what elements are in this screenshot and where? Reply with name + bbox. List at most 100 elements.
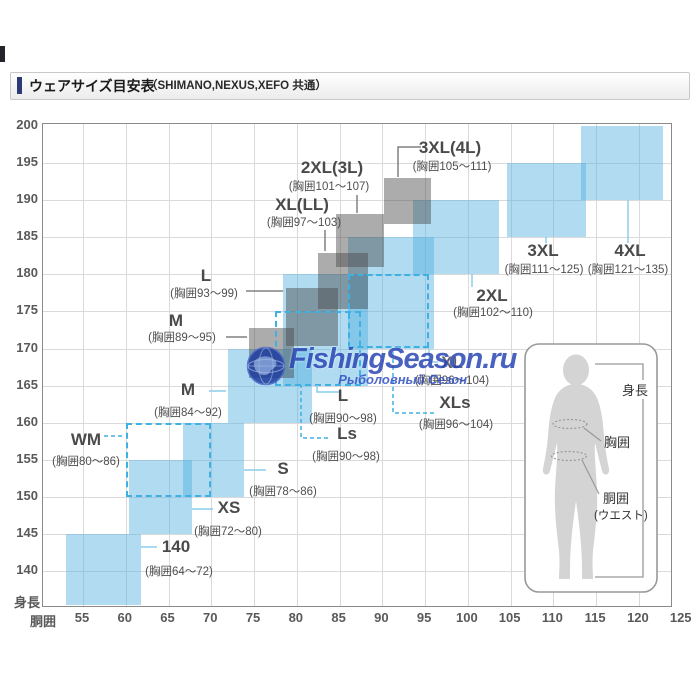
size-region-3XL(4L)	[384, 177, 432, 224]
x-tick-70: 70	[203, 610, 218, 625]
size-label-3XL: 3XL	[527, 241, 559, 260]
size-chest-range-4XL: (胸囲121～135)	[587, 264, 669, 276]
size-chest-range-M: (胸囲89～95)	[148, 332, 216, 344]
gridline-v-105	[510, 124, 512, 606]
size-label-2XL: 2XL	[476, 286, 508, 305]
size-label-S: S	[277, 459, 289, 478]
size-region-WM	[125, 422, 212, 497]
gridline-h-150	[43, 496, 671, 498]
header-bar: ウェアサイズ目安表 （SHIMANO,NEXUS,XEFO 共通）	[10, 72, 690, 100]
legend-height-label: 身長	[622, 383, 648, 398]
size-region-2XL(3L)	[336, 214, 385, 267]
x-tick-110: 110	[541, 610, 563, 625]
x-tick-100: 100	[456, 610, 478, 625]
legend-waist-sub-label: (ウエスト)	[594, 509, 648, 522]
x-tick-90: 90	[374, 610, 389, 625]
y-tick-150: 150	[16, 487, 38, 503]
size-label-L: L	[337, 386, 349, 405]
size-chest-range-XS: (胸囲72～80)	[194, 526, 262, 538]
size-label-140: 140	[161, 537, 191, 556]
size-chest-range-XL(LL): (胸囲97～103)	[266, 217, 342, 229]
measurement-legend-box: 身長 胸囲 胴囲 (ウエスト)	[524, 343, 658, 593]
size-region-3XL	[507, 163, 586, 238]
gridline-h-195	[43, 163, 671, 165]
size-region-4XL	[580, 126, 663, 201]
size-label-M: M	[168, 311, 184, 330]
size-label-3XL(4L): 3XL(4L)	[418, 138, 482, 157]
x-tick-65: 65	[160, 610, 175, 625]
x-axis-title: 胴囲	[30, 614, 57, 629]
x-tick-95: 95	[416, 610, 432, 625]
y-tick-140: 140	[16, 562, 38, 578]
gridline-h-170	[43, 348, 671, 350]
legend-waist-label: 胴囲	[603, 491, 629, 506]
size-chest-range-2XL(3L): (胸囲101～107)	[288, 181, 370, 193]
gridline-v-80	[296, 124, 298, 606]
size-region-XL(LL)	[318, 252, 368, 310]
gridline-h-155	[43, 459, 671, 461]
size-label-Ls: Ls	[337, 424, 357, 443]
x-tick-125: 125	[669, 610, 692, 625]
size-label-L: L	[200, 266, 212, 285]
gridline-v-65	[168, 124, 170, 606]
size-chest-range-S: (胸囲78～86)	[249, 486, 317, 498]
chest-leader-line	[583, 427, 602, 442]
size-chest-range-3XL(4L): (胸囲105～111)	[412, 161, 492, 173]
height-bracket	[595, 363, 644, 578]
size-region-L	[285, 287, 338, 347]
y-tick-190: 190	[16, 191, 38, 207]
gridline-v-100	[467, 124, 469, 606]
size-label-WM: WM	[70, 430, 102, 449]
y-tick-165: 165	[16, 376, 38, 392]
size-chest-range-L: (胸囲93～99)	[170, 288, 238, 300]
y-tick-175: 175	[16, 302, 38, 318]
size-region-2XL	[413, 200, 499, 275]
x-tick-120: 120	[627, 610, 649, 625]
x-tick-75: 75	[245, 610, 261, 625]
gridline-v-70	[211, 124, 213, 606]
height-label-chip	[619, 380, 651, 399]
legend-chest-label: 胸囲	[604, 435, 630, 450]
page-subtitle: （SHIMANO,NEXUS,XEFO 共通）	[146, 80, 327, 92]
size-chest-range-WM: (胸囲80～86)	[52, 456, 120, 468]
size-region-S	[183, 422, 244, 497]
gridline-h-145	[43, 533, 671, 535]
size-region-XS	[129, 459, 192, 534]
y-tick-180: 180	[16, 265, 38, 281]
x-tick-60: 60	[117, 610, 132, 625]
x-tick-80: 80	[288, 610, 304, 625]
gridline-h-165	[43, 385, 671, 387]
size-region-L	[283, 274, 368, 386]
y-tick-170: 170	[16, 339, 38, 355]
size-label-4XL: 4XL	[614, 241, 646, 260]
waist-leader-line	[581, 459, 600, 495]
x-tick-85: 85	[331, 610, 346, 625]
size-region-XLs	[348, 274, 430, 349]
chest-girth-ellipse	[552, 418, 588, 430]
size-label-XS: XS	[217, 498, 241, 517]
size-label-2XL(3L): 2XL(3L)	[300, 158, 364, 177]
y-tick-155: 155	[16, 450, 38, 466]
size-chest-range-3XL: (胸囲111～125)	[504, 264, 584, 276]
y-tick-185: 185	[16, 228, 38, 244]
size-label-XLs: XLs	[439, 393, 471, 412]
x-tick-55: 55	[74, 610, 90, 625]
size-chest-range-XL: (胸囲96～104)	[414, 375, 490, 387]
figure-silhouette	[542, 354, 610, 579]
y-tick-200: 200	[16, 117, 38, 132]
x-tick-115: 115	[584, 610, 606, 625]
gridline-h-160	[43, 422, 671, 424]
gridline-v-85	[339, 124, 341, 606]
y-tick-145: 145	[16, 524, 38, 540]
page-title: ウェアサイズ目安表	[29, 78, 155, 94]
gridline-v-60	[125, 124, 127, 606]
size-chest-range-Ls: (胸囲90～98)	[312, 451, 380, 463]
size-region-XL	[348, 237, 434, 349]
size-label-M: M	[180, 380, 196, 399]
size-label-XL(LL): XL(LL)	[275, 195, 329, 214]
size-chest-range-M: (胸囲84～92)	[154, 407, 222, 419]
size-label-XL: XL	[441, 353, 463, 372]
waist-girth-ellipse	[550, 450, 588, 462]
y-axis-title: 身長	[14, 595, 41, 610]
